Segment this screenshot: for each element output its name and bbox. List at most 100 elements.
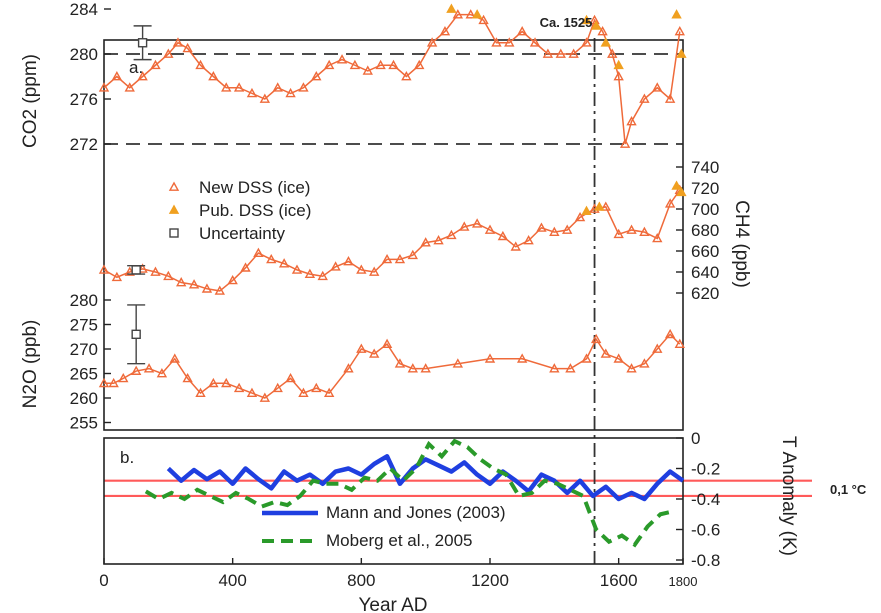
n2o-series-point-26 [452, 358, 464, 368]
ch4-series-point-13 [266, 253, 277, 264]
co2-series-point-8 [195, 59, 206, 70]
legend-new-dss-marker [168, 181, 180, 191]
ch4-series-point-20 [356, 264, 367, 274]
x-tick-label-0: 0 [99, 571, 108, 590]
co2-series-pub-point-3 [590, 20, 602, 30]
x-axis-label: Year AD [358, 595, 427, 613]
n2o-series-point-20 [356, 343, 367, 353]
n2o-y-tick-label-3: 265 [70, 365, 98, 384]
co2-series-point-10 [221, 82, 232, 92]
ch4-series-point-29 [471, 218, 483, 228]
ch4-y-tick-label-4: 660 [691, 242, 719, 261]
ch4-series-pub-point-2 [671, 180, 682, 190]
co2-series-point-14 [272, 82, 283, 92]
co2-series-pub-point-0 [446, 3, 457, 13]
n2o-series-point-21 [369, 348, 380, 358]
ch4-series-point-44 [664, 198, 676, 208]
n2o-series-point-33 [600, 348, 611, 358]
co2-series-point-5 [163, 48, 174, 58]
co2-series-point-41 [607, 48, 618, 58]
t-y-tick-label-3: -0.6 [691, 521, 720, 540]
ch4-series-point-9 [214, 285, 225, 295]
plot-frames: 0 400 800 1200 1600 1800 284 280 276 272 740 720 700… [70, 0, 721, 590]
ch4-y-tick-label-2: 700 [691, 200, 719, 219]
co2-series-point-26 [426, 37, 438, 47]
co2-series-point-42 [613, 71, 624, 81]
legend-uncertainty-marker [169, 228, 179, 238]
n2o-series-point-8 [195, 387, 206, 397]
co2-series-point-12 [246, 87, 258, 98]
ch4-series-point-43 [652, 232, 663, 243]
n2o-series-point-10 [221, 377, 232, 388]
annotation-0-1-celsius: 0,1 °C [830, 482, 867, 497]
legend-moberg-label: Moberg et al., 2005 [326, 531, 472, 550]
co2-series-point-35 [542, 48, 554, 58]
annotation-ca-1525: Ca. 1525 [540, 15, 593, 30]
co2-series-point-34 [529, 37, 541, 47]
ch4-series-point-25 [420, 237, 431, 247]
co2-series-line [103, 13, 681, 145]
co2-series-point-17 [311, 71, 322, 81]
co2-series-point-48 [674, 26, 685, 36]
co2-series-point-24 [401, 71, 412, 81]
ch4-series-point-23 [394, 253, 406, 264]
ch4-series-point-32 [510, 241, 521, 251]
co2-series-pub-point-1 [471, 9, 483, 19]
reference-layer [104, 38, 812, 564]
ch4-series-point-24 [407, 249, 418, 260]
co2-series-point-23 [388, 59, 399, 70]
ch4-series-point-27 [446, 229, 457, 240]
ch4-series-point-41 [626, 224, 637, 234]
panel-a-frame [103, 39, 684, 431]
n2o-series-point-25 [420, 363, 431, 373]
ch4-series-point-8 [201, 283, 213, 293]
ch4-y-tick-label-5: 640 [691, 263, 719, 282]
ch4-series-pub-point-3 [676, 186, 687, 197]
n2o-series-point-5 [156, 368, 168, 378]
co2-series-point-46 [652, 82, 663, 92]
co2-series-pub-point-4 [600, 37, 611, 47]
ch4-series-point-34 [536, 222, 547, 232]
co2-series-point-33 [516, 26, 528, 36]
ch4-series-point-16 [304, 268, 316, 278]
co2-series-point-9 [208, 71, 219, 81]
co2-series-point-47 [664, 93, 676, 103]
co2-series-point-2 [124, 82, 135, 92]
ch4-series-point-10 [227, 274, 238, 285]
x-tick-label-3: 1200 [471, 571, 509, 590]
legend-mann-jones-label: Mann and Jones (2003) [326, 503, 506, 522]
t-y-tick-label-0: 0 [691, 429, 700, 448]
ch4-series-point-31 [497, 230, 509, 241]
ch4-series-point-40 [613, 228, 624, 239]
ch4-series-point-37 [574, 211, 586, 222]
ch4-series-point-14 [278, 258, 290, 268]
n2o-series-point-24 [407, 363, 418, 373]
legend-uncertainty-label: Uncertainty [199, 224, 285, 243]
n2o-y-tick-label-4: 260 [70, 389, 98, 408]
co2-y-tick-label-0: 284 [70, 0, 98, 19]
ch4-series-point-22 [381, 253, 393, 264]
n2o-series-point-3 [130, 365, 142, 375]
n2o-series-point-11 [233, 382, 245, 393]
co2-series-pub-point-5 [613, 59, 624, 70]
n2o-series-point-32 [590, 333, 602, 344]
n2o-series-point-30 [565, 363, 576, 373]
ch4-y-tick-label-3: 680 [691, 221, 719, 240]
co2-series-point-16 [298, 82, 309, 92]
n2o-series-point-18 [323, 387, 335, 397]
x-tick-label-5: 1800 [669, 574, 698, 589]
ch4-series-point-15 [291, 264, 303, 274]
co2-series-point-37 [568, 48, 579, 58]
ch4-series-point-0 [98, 264, 110, 274]
n2o-series-point-34 [613, 353, 624, 363]
ch4-series-point-26 [433, 235, 444, 245]
n2o-series-point-19 [343, 363, 354, 373]
y-axis-label-n2o: N2O (ppb) [20, 320, 41, 409]
co2-series-point-28 [452, 9, 464, 19]
n2o-y-tick-label-2: 270 [70, 340, 98, 359]
co2-y-tick-label-1: 280 [70, 45, 98, 64]
co2-series-point-38 [581, 37, 592, 47]
co2-series-point-19 [336, 54, 348, 64]
ch4-series-point-12 [253, 247, 264, 257]
